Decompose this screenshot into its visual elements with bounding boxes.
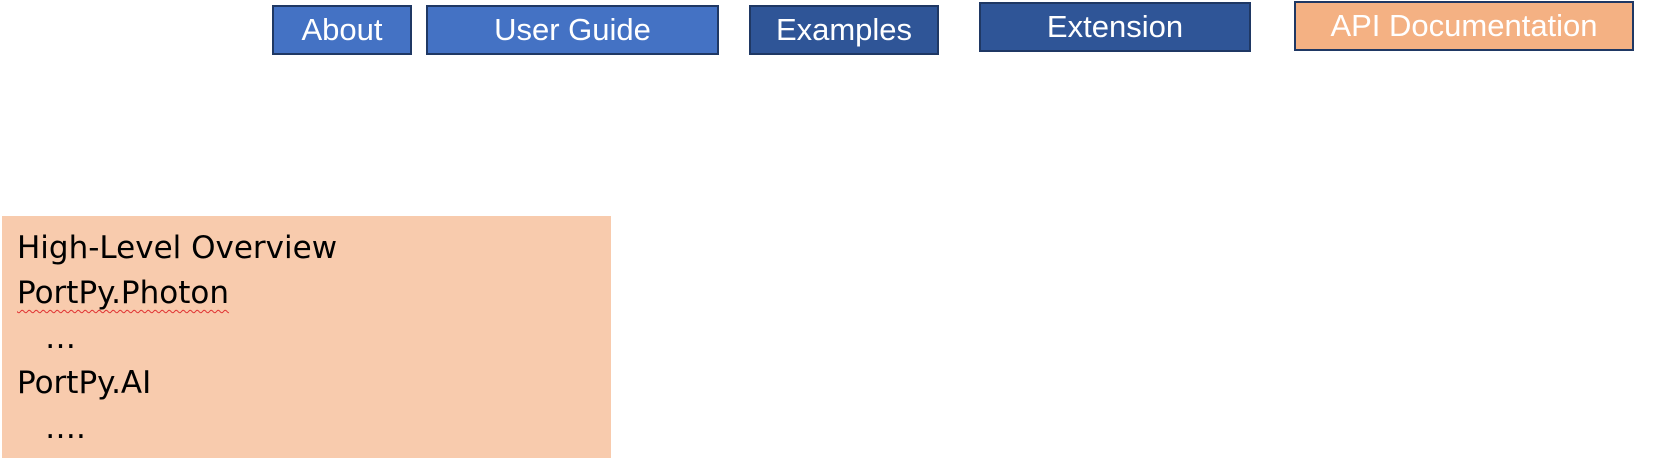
nav-about-label: About	[301, 12, 383, 47]
nav-about-button[interactable]: About	[272, 5, 412, 55]
dropdown-item-portpy-ai[interactable]: PortPy.AI	[17, 361, 611, 406]
dropdown-item-label: High-Level Overview	[17, 230, 338, 266]
nav-api-documentation-button[interactable]: API Documentation	[1294, 1, 1634, 51]
dropdown-item-label: PortPy.AI	[17, 365, 152, 401]
dropdown-item-label: …	[45, 320, 76, 356]
dropdown-item-portpy-photon[interactable]: PortPy.Photon	[17, 271, 611, 316]
nav-api-documentation-label: API Documentation	[1330, 8, 1598, 43]
dropdown-item-label: ….	[45, 410, 86, 446]
nav-examples-button[interactable]: Examples	[749, 5, 939, 55]
dropdown-item-label: PortPy.Photon	[17, 275, 230, 311]
nav-extension-label: Extension	[1046, 9, 1184, 44]
api-documentation-dropdown: High-Level Overview PortPy.Photon … Port…	[2, 216, 611, 458]
dropdown-subitem-photon-ellipsis: …	[17, 316, 611, 361]
nav-user-guide-button[interactable]: User Guide	[426, 5, 719, 55]
nav-user-guide-label: User Guide	[494, 12, 651, 47]
nav-extension-button[interactable]: Extension	[979, 2, 1251, 52]
dropdown-item-high-level-overview[interactable]: High-Level Overview	[17, 226, 611, 271]
nav-examples-label: Examples	[775, 12, 913, 47]
dropdown-subitem-ai-ellipsis: ….	[17, 406, 611, 451]
